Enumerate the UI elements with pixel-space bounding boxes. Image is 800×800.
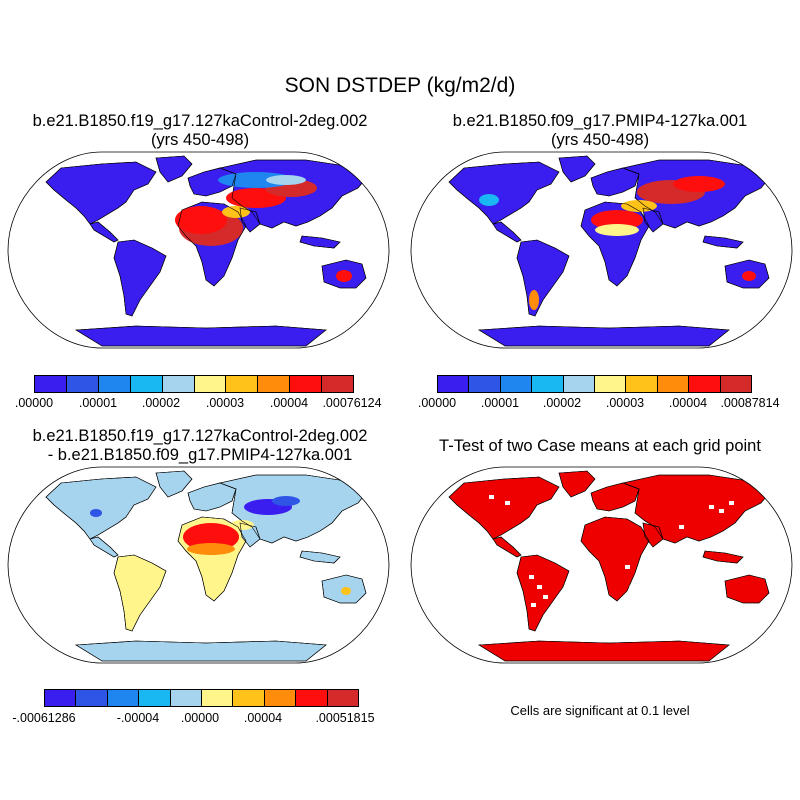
colorbar-top-right-tick: .00087814 [720,396,780,410]
diff-australia [341,587,351,595]
insignificant-cell [709,505,714,509]
colorbar-top-right-tick: .00003 [605,396,645,410]
insignificant-cell [629,585,634,589]
dust-gobi [673,176,725,192]
insignificant-cell [719,509,724,513]
panel-title-top-right: b.e21.B1850.f09_g17.PMIP4-127ka.001 (yrs… [400,112,800,150]
colorbar-bottom-left-tick: -.00004 [116,711,160,725]
dust-sahel [595,224,639,236]
figure-title: SON DSTDEP (kg/m2/d) [284,74,516,97]
colorbar-bottom-left-box [327,690,359,706]
map-bottom-right [410,466,793,664]
colorbar-bottom-left-tick: .00051815 [315,711,375,725]
colorbar-bottom-left-box [264,690,297,706]
dust-n-america [479,194,499,206]
insignificant-cell [537,585,542,589]
colorbar-bottom-left-box [202,690,234,706]
colorbar-top-right-tick: .00000 [417,396,457,410]
insignificant-cell [679,525,684,529]
map-bottom-left [7,466,390,664]
colorbar-top-right [437,375,752,393]
insignificant-cell [625,565,630,569]
colorbar-bottom-left-tick: -.00061286 [12,711,76,725]
dust-sahara [591,210,643,230]
dust-australia [742,271,756,281]
panel-title-top-right-line2: (yrs 450-498) [550,131,650,149]
colorbar-top-right-box [595,376,627,392]
diff-sahel [187,543,235,555]
significance-note: Cells are significant at 0.1 level [510,703,690,718]
diff-n-america [90,509,102,517]
panel-title-top-right-line1: b.e21.B1850.f09_g17.PMIP4-127ka.001 [452,112,748,130]
dust-taklimakan-halo [266,175,306,185]
colorbar-bottom-left-box [45,690,77,706]
colorbar-top-right-tick: .00001 [480,396,520,410]
insignificant-cell [489,495,494,499]
colorbar-top-right-box [720,376,752,392]
colorbar-top-left-box [290,376,323,392]
colorbar-top-left-box [322,376,354,392]
map-top-left [7,151,390,349]
colorbar-bottom-left-box [139,690,171,706]
colorbar-top-left-box [98,376,131,392]
dust-arabia [222,206,250,218]
colorbar-top-left-box [162,376,195,392]
panel-title-bottom-left: b.e21.B1850.f19_g17.127kaControl-2deg.00… [0,427,400,465]
land-bl-antarctica [75,640,327,662]
colorbar-top-left-box [66,376,99,392]
colorbar-top-left-tick: .00002 [141,396,181,410]
insignificant-cell [505,501,510,505]
colorbar-top-right-tick: .00002 [542,396,582,410]
diff-sahara-pos [183,523,239,551]
panel-title-top-left-line2: (yrs 450-498) [150,131,250,149]
colorbar-top-right-box [689,376,721,392]
diff-gobi-neg [272,496,300,506]
dust-sahara-core [175,206,227,234]
colorbar-bottom-left-box [233,690,265,706]
insignificant-cell [531,603,536,607]
colorbar-top-left-box [130,376,163,392]
land-tr-antarctica [478,325,730,347]
colorbar-top-right-box [500,376,533,392]
dust-patagonia [529,290,539,310]
colorbar-top-left-box [226,376,259,392]
colorbar-bottom-left [44,689,359,707]
colorbar-top-left-box [194,376,227,392]
insignificant-cell [529,575,534,579]
colorbar-bottom-left-tick: .00004 [243,711,283,725]
colorbar-top-right-box [563,376,596,392]
colorbar-top-left-box [258,376,291,392]
colorbar-top-left-tick: .00076124 [322,396,382,410]
land-tl-antarctica [75,325,327,347]
colorbar-bottom-left-box [170,690,203,706]
land-br-antarctica [478,640,730,662]
colorbar-top-right-box [657,376,690,392]
colorbar-bottom-left-tick: .00000 [180,711,220,725]
map-top-right [410,151,793,349]
colorbar-top-left-tick: .00001 [78,396,118,410]
panel-title-bottom-right: T-Test of two Case means at each grid po… [439,437,761,455]
colorbar-top-left-box [35,376,67,392]
colorbar-top-left-tick: .00000 [14,396,54,410]
colorbar-top-right-box [469,376,501,392]
colorbar-bottom-left-box [76,690,108,706]
panel-title-bottom-left-line2: - b.e21.B1850.f09_g17.PMIP4-127ka.001 [47,446,353,464]
panel-title-top-left-line1: b.e21.B1850.f19_g17.127kaControl-2deg.00… [32,112,368,130]
colorbar-top-right-box [438,376,470,392]
panel-title-top-left: b.e21.B1850.f19_g17.127kaControl-2deg.00… [0,112,400,150]
colorbar-top-right-box [532,376,564,392]
colorbar-top-right-box [626,376,658,392]
colorbar-bottom-left-box [107,690,140,706]
colorbar-top-left-tick: .00004 [269,396,309,410]
insignificant-cell [729,501,734,505]
insignificant-cell [543,595,548,599]
diff-arabia [230,520,254,530]
colorbar-top-left [34,375,354,393]
dust-australia [336,270,352,282]
panel-title-bottom-left-line1: b.e21.B1850.f19_g17.127kaControl-2deg.00… [32,427,368,445]
colorbar-top-left-tick: .00003 [205,396,245,410]
colorbar-bottom-left-box [296,690,328,706]
colorbar-top-right-tick: .00004 [668,396,708,410]
